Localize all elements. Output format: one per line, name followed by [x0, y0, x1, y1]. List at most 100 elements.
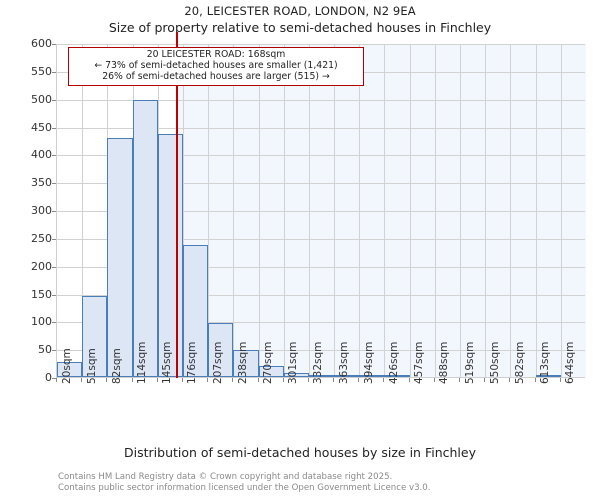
y-axis-tick-label: 300	[31, 204, 52, 217]
x-axis-tick-label: 488sqm	[438, 341, 451, 384]
x-axis-tick-mark	[333, 378, 335, 382]
y-axis-tick-mark	[52, 71, 56, 73]
x-axis-tick-label: 270sqm	[262, 341, 275, 384]
y-axis-tick-mark	[52, 44, 56, 45]
chart-subtitle: Size of property relative to semi-detach…	[108, 20, 492, 35]
histogram-bar	[258, 366, 284, 377]
property-size-marker-line	[176, 32, 179, 378]
x-axis-tick-label: 145sqm	[161, 341, 174, 384]
gridline-y-600	[57, 44, 585, 45]
gridline-x-301sqm	[283, 44, 285, 377]
x-axis-tick-label: 550sqm	[488, 341, 501, 384]
x-axis-tick-mark	[181, 378, 183, 382]
y-axis-tick-label: 250	[31, 231, 52, 245]
x-axis-tick-mark	[484, 378, 486, 382]
gridline-y-500	[57, 99, 585, 101]
y-axis-tick-label: 400	[31, 148, 52, 162]
x-axis-tick-mark	[156, 378, 158, 382]
gridline-y-300	[57, 211, 585, 212]
gridline-x-613sqm	[535, 44, 537, 377]
annotation-line-1: 20 LEICESTER ROAD: 168sqm	[146, 49, 286, 60]
y-axis-tick-mark	[52, 183, 56, 185]
x-axis-tick-mark	[358, 378, 360, 382]
footer-line-2: Contains public sector information licen…	[58, 482, 431, 493]
y-axis-tick-mark	[52, 322, 56, 324]
x-axis-tick-mark	[282, 378, 284, 382]
x-axis-tick-mark	[408, 378, 410, 382]
gridline-x-488sqm	[434, 44, 436, 377]
x-axis-tick-mark	[207, 378, 209, 382]
histogram-bar	[57, 361, 83, 377]
histogram-bar	[535, 375, 561, 377]
histogram-bar	[334, 375, 360, 377]
y-axis-tick-label: 450	[31, 120, 52, 134]
x-axis-tick-mark	[106, 378, 108, 382]
y-axis-tick-label: 550	[31, 64, 52, 78]
y-axis-tick-mark	[52, 155, 56, 157]
page-title: 20, LEICESTER ROAD, LONDON, N2 9EA	[184, 4, 416, 18]
x-axis-label: Distribution of semi-detached houses by …	[124, 445, 476, 460]
x-axis-tick-mark	[383, 378, 385, 382]
gridline-x-270sqm	[258, 44, 260, 377]
annotation-line-3: 26% of semi-detached houses are larger (…	[102, 70, 330, 82]
x-axis-tick-mark	[534, 378, 536, 382]
x-axis-tick-label: 457sqm	[413, 341, 426, 384]
x-axis-tick-label: 207sqm	[211, 341, 224, 384]
y-axis-tick-label: 150	[31, 287, 52, 301]
histogram-bar	[157, 133, 183, 377]
x-axis-tick-mark	[433, 378, 435, 382]
x-axis-tick-label: 20sqm	[60, 348, 73, 384]
gridline-x-550sqm	[485, 44, 487, 377]
y-axis-tick-mark	[52, 378, 56, 379]
gridline-x-238sqm	[233, 44, 235, 377]
gridline-x-394sqm	[359, 44, 361, 377]
gridline-y-400	[57, 155, 585, 157]
x-axis-tick-label: 238sqm	[236, 341, 249, 384]
x-axis-tick-mark	[459, 378, 461, 382]
x-axis-tick-label: 301sqm	[287, 341, 300, 384]
gridline-x-332sqm	[308, 44, 310, 377]
gridline-x-207sqm	[208, 44, 210, 377]
y-axis-tick-mark	[52, 294, 56, 296]
gridline-x-644sqm	[560, 44, 562, 377]
y-axis-tick-label: 600	[31, 37, 52, 50]
histogram-bar	[132, 100, 158, 377]
footer-attribution: Contains HM Land Registry data © Crown c…	[58, 472, 598, 493]
x-axis-tick-label: 332sqm	[312, 341, 325, 384]
x-axis-tick-mark	[307, 378, 309, 382]
histogram-bar	[208, 323, 234, 377]
histogram-bar	[82, 296, 108, 377]
x-axis-tick-label: 613sqm	[539, 341, 552, 384]
gridline-x-519sqm	[460, 44, 462, 377]
gridline-y-100	[57, 322, 585, 324]
x-axis-tick-label: 114sqm	[136, 341, 149, 384]
y-axis-tick-mark	[52, 238, 56, 240]
histogram-bar	[384, 375, 410, 377]
y-axis-tick-label: 200	[31, 259, 52, 273]
x-axis-tick-label: 519sqm	[463, 341, 476, 384]
gridline-y-150	[57, 294, 585, 296]
gridline-x-176sqm	[182, 44, 184, 377]
x-axis-tick-mark	[56, 378, 57, 382]
plot-area	[56, 32, 586, 378]
footer-line-1: Contains HM Land Registry data © Crown c…	[58, 472, 393, 482]
gridline-x-582sqm	[510, 44, 512, 377]
histogram-bar	[308, 375, 335, 377]
gridline-y-450	[57, 127, 585, 129]
x-axis-tick-label: 644sqm	[564, 341, 577, 384]
x-axis-tick-label: 82sqm	[110, 348, 123, 384]
x-axis-tick-label: 582sqm	[513, 341, 526, 384]
y-axis-tick-label: 0	[45, 371, 52, 384]
gridline-x-363sqm	[334, 44, 336, 377]
y-axis-tick-mark	[52, 266, 56, 268]
y-axis-tick-label: 100	[31, 315, 52, 329]
x-axis-tick-mark	[509, 378, 511, 382]
x-axis-tick-label: 426sqm	[387, 341, 400, 384]
annotation-line-2: ← 73% of semi-detached houses are smalle…	[94, 59, 338, 71]
x-axis-tick-mark	[257, 378, 259, 382]
x-axis-tick-mark	[131, 378, 133, 382]
histogram-bar	[107, 137, 133, 377]
histogram-bar	[283, 373, 309, 377]
histogram-bar	[182, 244, 209, 377]
